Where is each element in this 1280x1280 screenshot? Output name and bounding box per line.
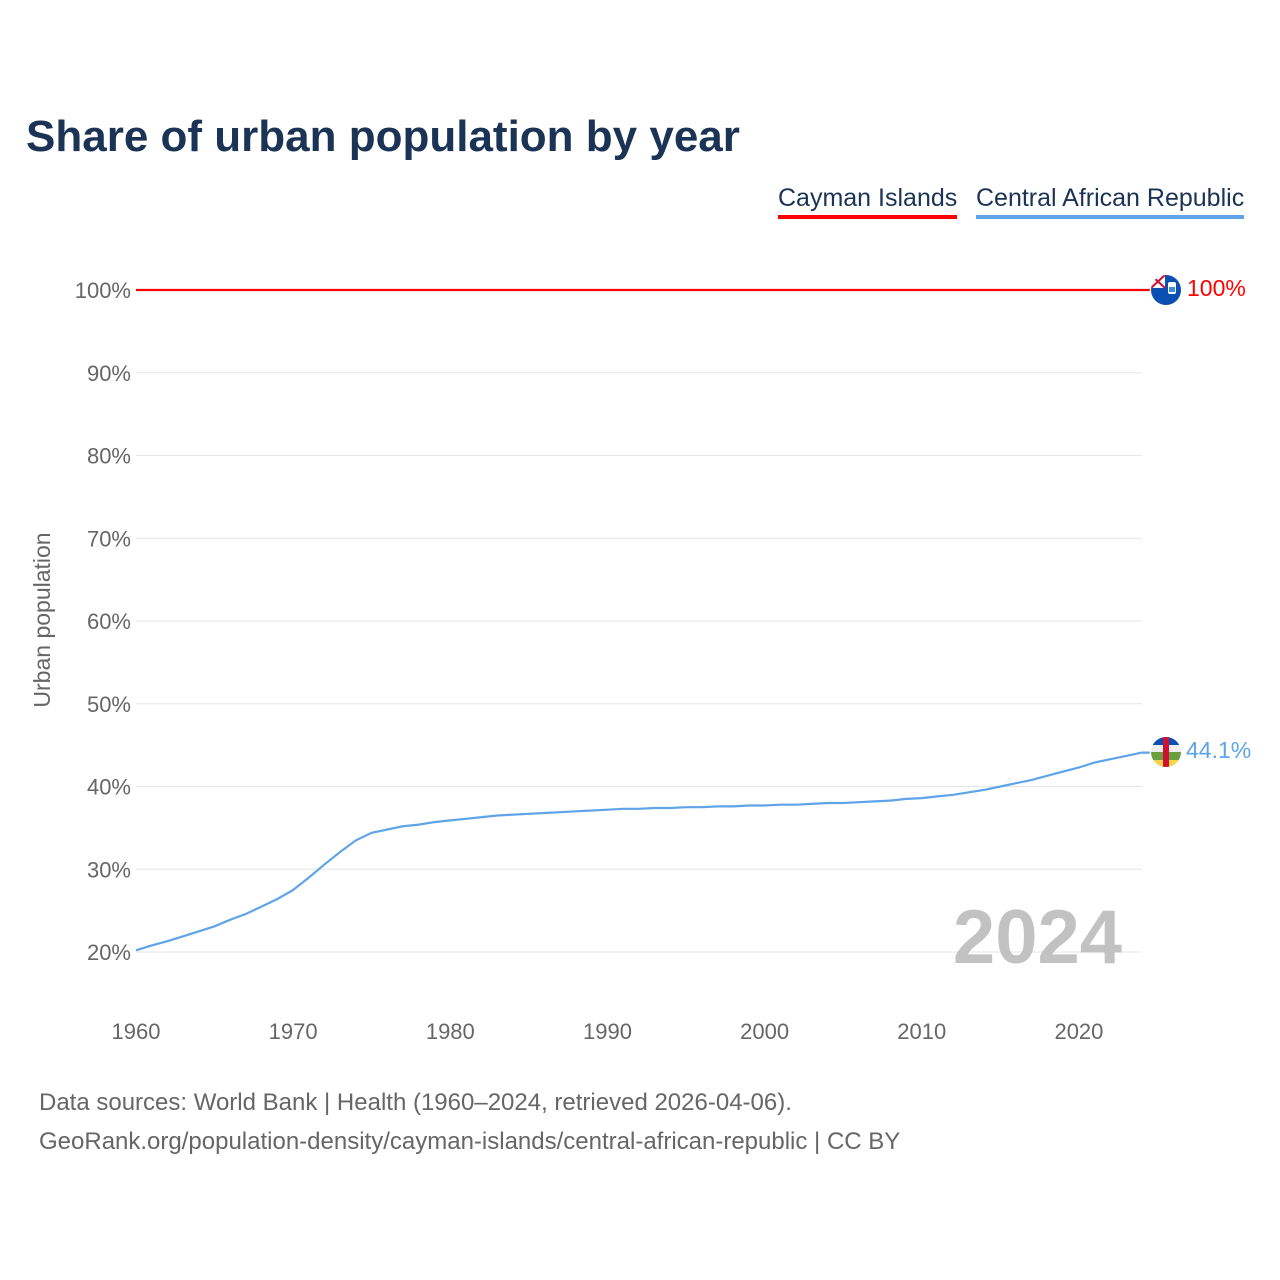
- y-tick-label: 60%: [87, 609, 131, 634]
- series-lines: [135, 288, 1150, 952]
- footer-source: Data sources: World Bank | Health (1960–…: [39, 1089, 792, 1116]
- y-tick-label: 40%: [87, 775, 131, 800]
- legend-item-central-african-republic[interactable]: Central African Republic: [976, 184, 1245, 219]
- y-tick-label: 30%: [87, 857, 131, 882]
- y-tick-label: 90%: [87, 361, 131, 386]
- footer-url[interactable]: GeoRank.org/population-density/cayman-is…: [39, 1128, 901, 1155]
- y-tick-label: 50%: [87, 692, 131, 717]
- end-label-central-african-republic: 44.1%: [1186, 737, 1251, 763]
- end-label-cayman-islands: 100%: [1187, 275, 1246, 301]
- x-axis-ticks: 1960 1970 1980 1990 2000 2010 2020: [112, 1019, 1104, 1044]
- x-tick-label: 2020: [1054, 1019, 1103, 1044]
- y-tick-label: 70%: [87, 526, 131, 551]
- cayman-islands-flag-icon: [1151, 275, 1181, 305]
- legend-item-cayman-islands[interactable]: Cayman Islands: [778, 184, 958, 219]
- x-tick-label: 1970: [269, 1019, 318, 1044]
- y-tick-label: 100%: [75, 278, 131, 303]
- x-tick-label: 1960: [112, 1019, 161, 1044]
- flags: [1151, 275, 1181, 767]
- series-line-central-african-republic[interactable]: [135, 751, 1150, 952]
- central-african-republic-flag-icon: [1151, 737, 1181, 767]
- y-tick-label: 80%: [87, 444, 131, 469]
- gridlines: [136, 289, 1142, 953]
- x-tick-label: 1980: [426, 1019, 475, 1044]
- y-tick-label: 20%: [87, 940, 131, 965]
- y-axis-label: Urban population: [29, 532, 55, 707]
- y-axis-ticks: 20% 30% 40% 50% 60% 70% 80% 90% 100%: [75, 278, 131, 965]
- x-tick-label: 2000: [740, 1019, 789, 1044]
- x-tick-label: 2010: [897, 1019, 946, 1044]
- chart-title: Share of urban population by year: [26, 112, 740, 161]
- year-watermark: 2024: [953, 895, 1122, 980]
- line-chart: 20% 30% 40% 50% 60% 70% 80% 90% 100% 1960 1970 198…: [29, 275, 1251, 1044]
- x-tick-label: 1990: [583, 1019, 632, 1044]
